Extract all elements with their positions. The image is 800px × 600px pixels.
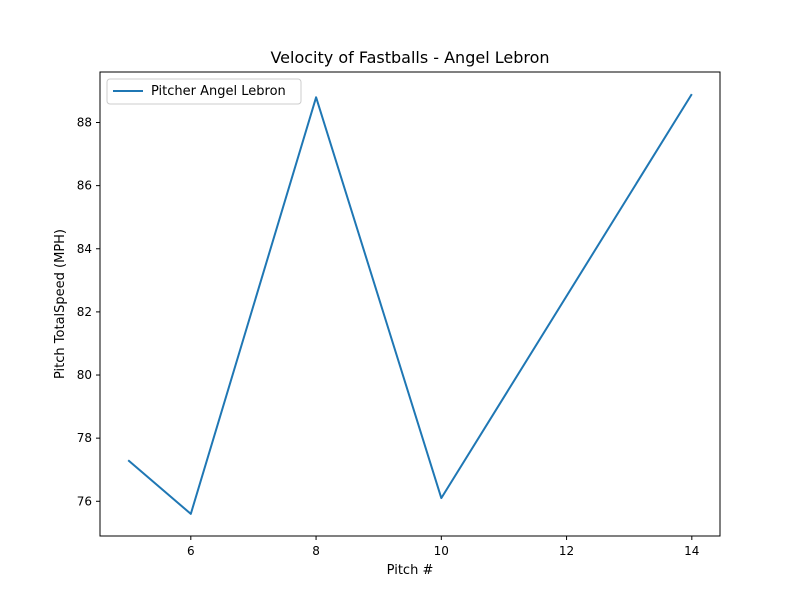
x-tick-label: 8 xyxy=(312,544,320,558)
legend-box xyxy=(106,78,302,105)
y-axis-label: Pitch TotalSpeed (MPH) xyxy=(53,229,68,379)
y-tick-label: 86 xyxy=(77,179,92,193)
axis-ticks: 6 8 10 12 14 76 78 80 82 84 86 88 xyxy=(77,116,700,558)
x-tick-label: 12 xyxy=(559,544,574,558)
series-layer xyxy=(127,93,693,515)
y-tick-label: 82 xyxy=(77,305,92,319)
y-tick-label: 80 xyxy=(77,368,92,382)
plot-frame xyxy=(99,71,721,537)
series-line xyxy=(127,93,693,515)
x-tick-label: 14 xyxy=(684,544,699,558)
legend: Pitcher Angel Lebron xyxy=(106,78,302,105)
chart-title: Velocity of Fastballs - Angel Lebron xyxy=(270,48,549,67)
x-tick-label: 6 xyxy=(187,544,195,558)
x-tick-label: 10 xyxy=(434,544,449,558)
y-tick-label: 88 xyxy=(77,116,92,130)
y-tick-label: 78 xyxy=(77,431,92,445)
y-tick-label: 76 xyxy=(77,494,92,508)
legend-label: Pitcher Angel Lebron xyxy=(151,84,286,99)
x-axis-label: Pitch # xyxy=(387,563,434,578)
y-tick-label: 84 xyxy=(77,242,92,256)
